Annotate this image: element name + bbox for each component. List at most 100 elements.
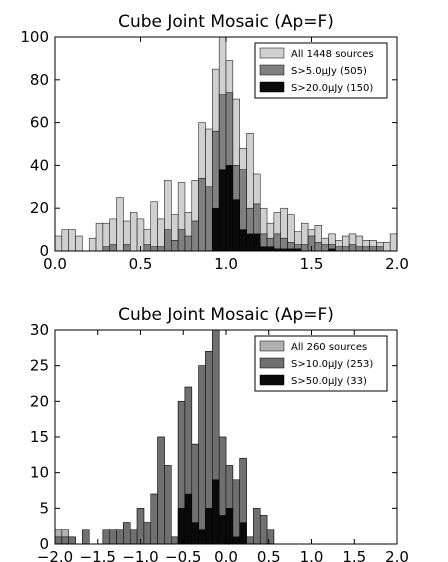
- histogram-bar: [95, 222, 104, 252]
- chart-panel-1: Cube Joint Mosaic (Ap=F) 0.0 0.5 1.0 1.5 2.0 0…: [20, 12, 409, 273]
- x-tick-label: 0.5: [257, 548, 281, 562]
- histogram-bar: [82, 529, 90, 545]
- histogram-bar: [321, 244, 329, 252]
- x-tick-label: 1.0: [214, 255, 238, 273]
- legend-label: All 1448 sources: [291, 49, 374, 60]
- legend-swatch: [259, 81, 285, 93]
- histogram-bar: [157, 218, 165, 252]
- histogram-bar: [143, 522, 152, 545]
- y-tick-label: 20: [30, 392, 49, 410]
- y-tick-label: 0: [39, 535, 49, 553]
- histogram-bar: [198, 177, 206, 252]
- histogram-bar: [102, 246, 110, 252]
- histogram-bar: [157, 436, 165, 545]
- legend-label: All 260 sources: [291, 342, 367, 353]
- histogram-bar: [232, 479, 240, 545]
- histogram-bar: [129, 529, 138, 545]
- histogram-bar: [259, 515, 268, 545]
- histogram-bar: [389, 233, 398, 252]
- histogram-bar: [259, 246, 268, 252]
- histogram-bar: [61, 229, 69, 252]
- histogram-bar: [171, 536, 179, 545]
- histogram-bar: [266, 529, 275, 545]
- legend-swatch: [259, 47, 285, 59]
- legend-label: S>10.0μJy (253): [291, 359, 373, 370]
- histogram-bar: [157, 246, 165, 252]
- y-tick-label: 100: [20, 28, 49, 46]
- x-tick-label: 1.0: [300, 548, 324, 562]
- x-tick-label: 1.5: [342, 548, 366, 562]
- histogram-bar: [54, 235, 63, 252]
- histogram-bar: [348, 244, 357, 252]
- histogram-bar: [369, 246, 377, 252]
- y-tick-label: 10: [30, 464, 49, 482]
- histogram-bar: [355, 246, 364, 252]
- histogram-bar: [239, 229, 247, 252]
- y-tick-label: 40: [30, 156, 49, 174]
- histogram-bar: [88, 237, 97, 252]
- histogram-bar: [150, 246, 158, 252]
- histogram-bar: [266, 246, 275, 252]
- y-tick-label: 25: [30, 357, 49, 375]
- histogram-bar: [116, 529, 124, 545]
- histogram-bar: [123, 522, 131, 545]
- histogram-bar: [376, 246, 384, 252]
- histogram-bar: [184, 235, 193, 252]
- histogram-bar: [171, 240, 179, 252]
- histogram-bar: [232, 536, 240, 545]
- x-tick-label: 1.5: [300, 255, 324, 273]
- histogram-bar: [75, 235, 83, 252]
- histogram-bar: [314, 242, 323, 252]
- histogram-bar: [102, 529, 110, 545]
- legend: All 1448 sources S>5.0μJy (505) S>20.0μJy …: [254, 42, 388, 99]
- histogram-bar: [198, 529, 206, 545]
- x-tick-label: −0.5: [165, 548, 201, 562]
- histogram-bar: [109, 529, 117, 545]
- x-tick-label: 2.0: [385, 548, 409, 562]
- y-tick-label: 30: [30, 321, 49, 339]
- legend-swatch: [259, 357, 285, 369]
- histogram-bar: [253, 508, 261, 545]
- histogram-bar: [253, 233, 261, 252]
- histogram-bar: [225, 165, 234, 252]
- histogram-bar: [300, 244, 309, 252]
- histogram-bar: [335, 246, 343, 252]
- histogram-bar: [150, 493, 158, 545]
- x-tick-label: −2.0: [37, 548, 73, 562]
- histogram-bar: [123, 244, 131, 252]
- histogram-bar: [191, 522, 199, 545]
- histogram-bar: [239, 522, 247, 545]
- histogram-bar: [164, 229, 172, 252]
- legend-label: S>50.0μJy (33): [291, 376, 367, 387]
- histogram-bar: [218, 169, 227, 252]
- histogram-bar: [143, 244, 152, 252]
- chart-panel-2: Cube Joint Mosaic (Ap=F) −2.0 −1.5 −1.0 −0.5…: [30, 305, 409, 562]
- histogram-bar: [273, 233, 281, 252]
- y-tick-label: 5: [39, 499, 49, 517]
- histogram-bar: [225, 508, 234, 545]
- histogram-bar: [191, 220, 199, 252]
- histogram-bar: [246, 233, 254, 252]
- histogram-bar: [383, 242, 391, 252]
- histogram-bar: [212, 479, 220, 545]
- x-tick-label: 0.0: [43, 255, 67, 273]
- y-tick-label: 0: [39, 242, 49, 260]
- histogram-bar: [68, 536, 76, 545]
- legend-swatch: [259, 340, 285, 352]
- histogram-bar: [68, 229, 76, 252]
- legend-swatch: [259, 64, 285, 76]
- histogram-bar: [116, 197, 124, 252]
- histogram-bar: [61, 536, 69, 545]
- histogram-bar: [232, 199, 240, 252]
- x-tick-label: −1.5: [80, 548, 116, 562]
- y-tick-label: 15: [30, 428, 49, 446]
- x-tick-label: 0.0: [214, 548, 238, 562]
- histogram-bar: [205, 508, 213, 545]
- histogram-bar: [150, 201, 158, 252]
- y-tick-label: 20: [30, 199, 49, 217]
- histogram-bar: [218, 515, 227, 545]
- chart-title: Cube Joint Mosaic (Ap=F): [118, 12, 334, 32]
- histogram-bar: [342, 246, 350, 252]
- chart-title: Cube Joint Mosaic (Ap=F): [118, 305, 334, 325]
